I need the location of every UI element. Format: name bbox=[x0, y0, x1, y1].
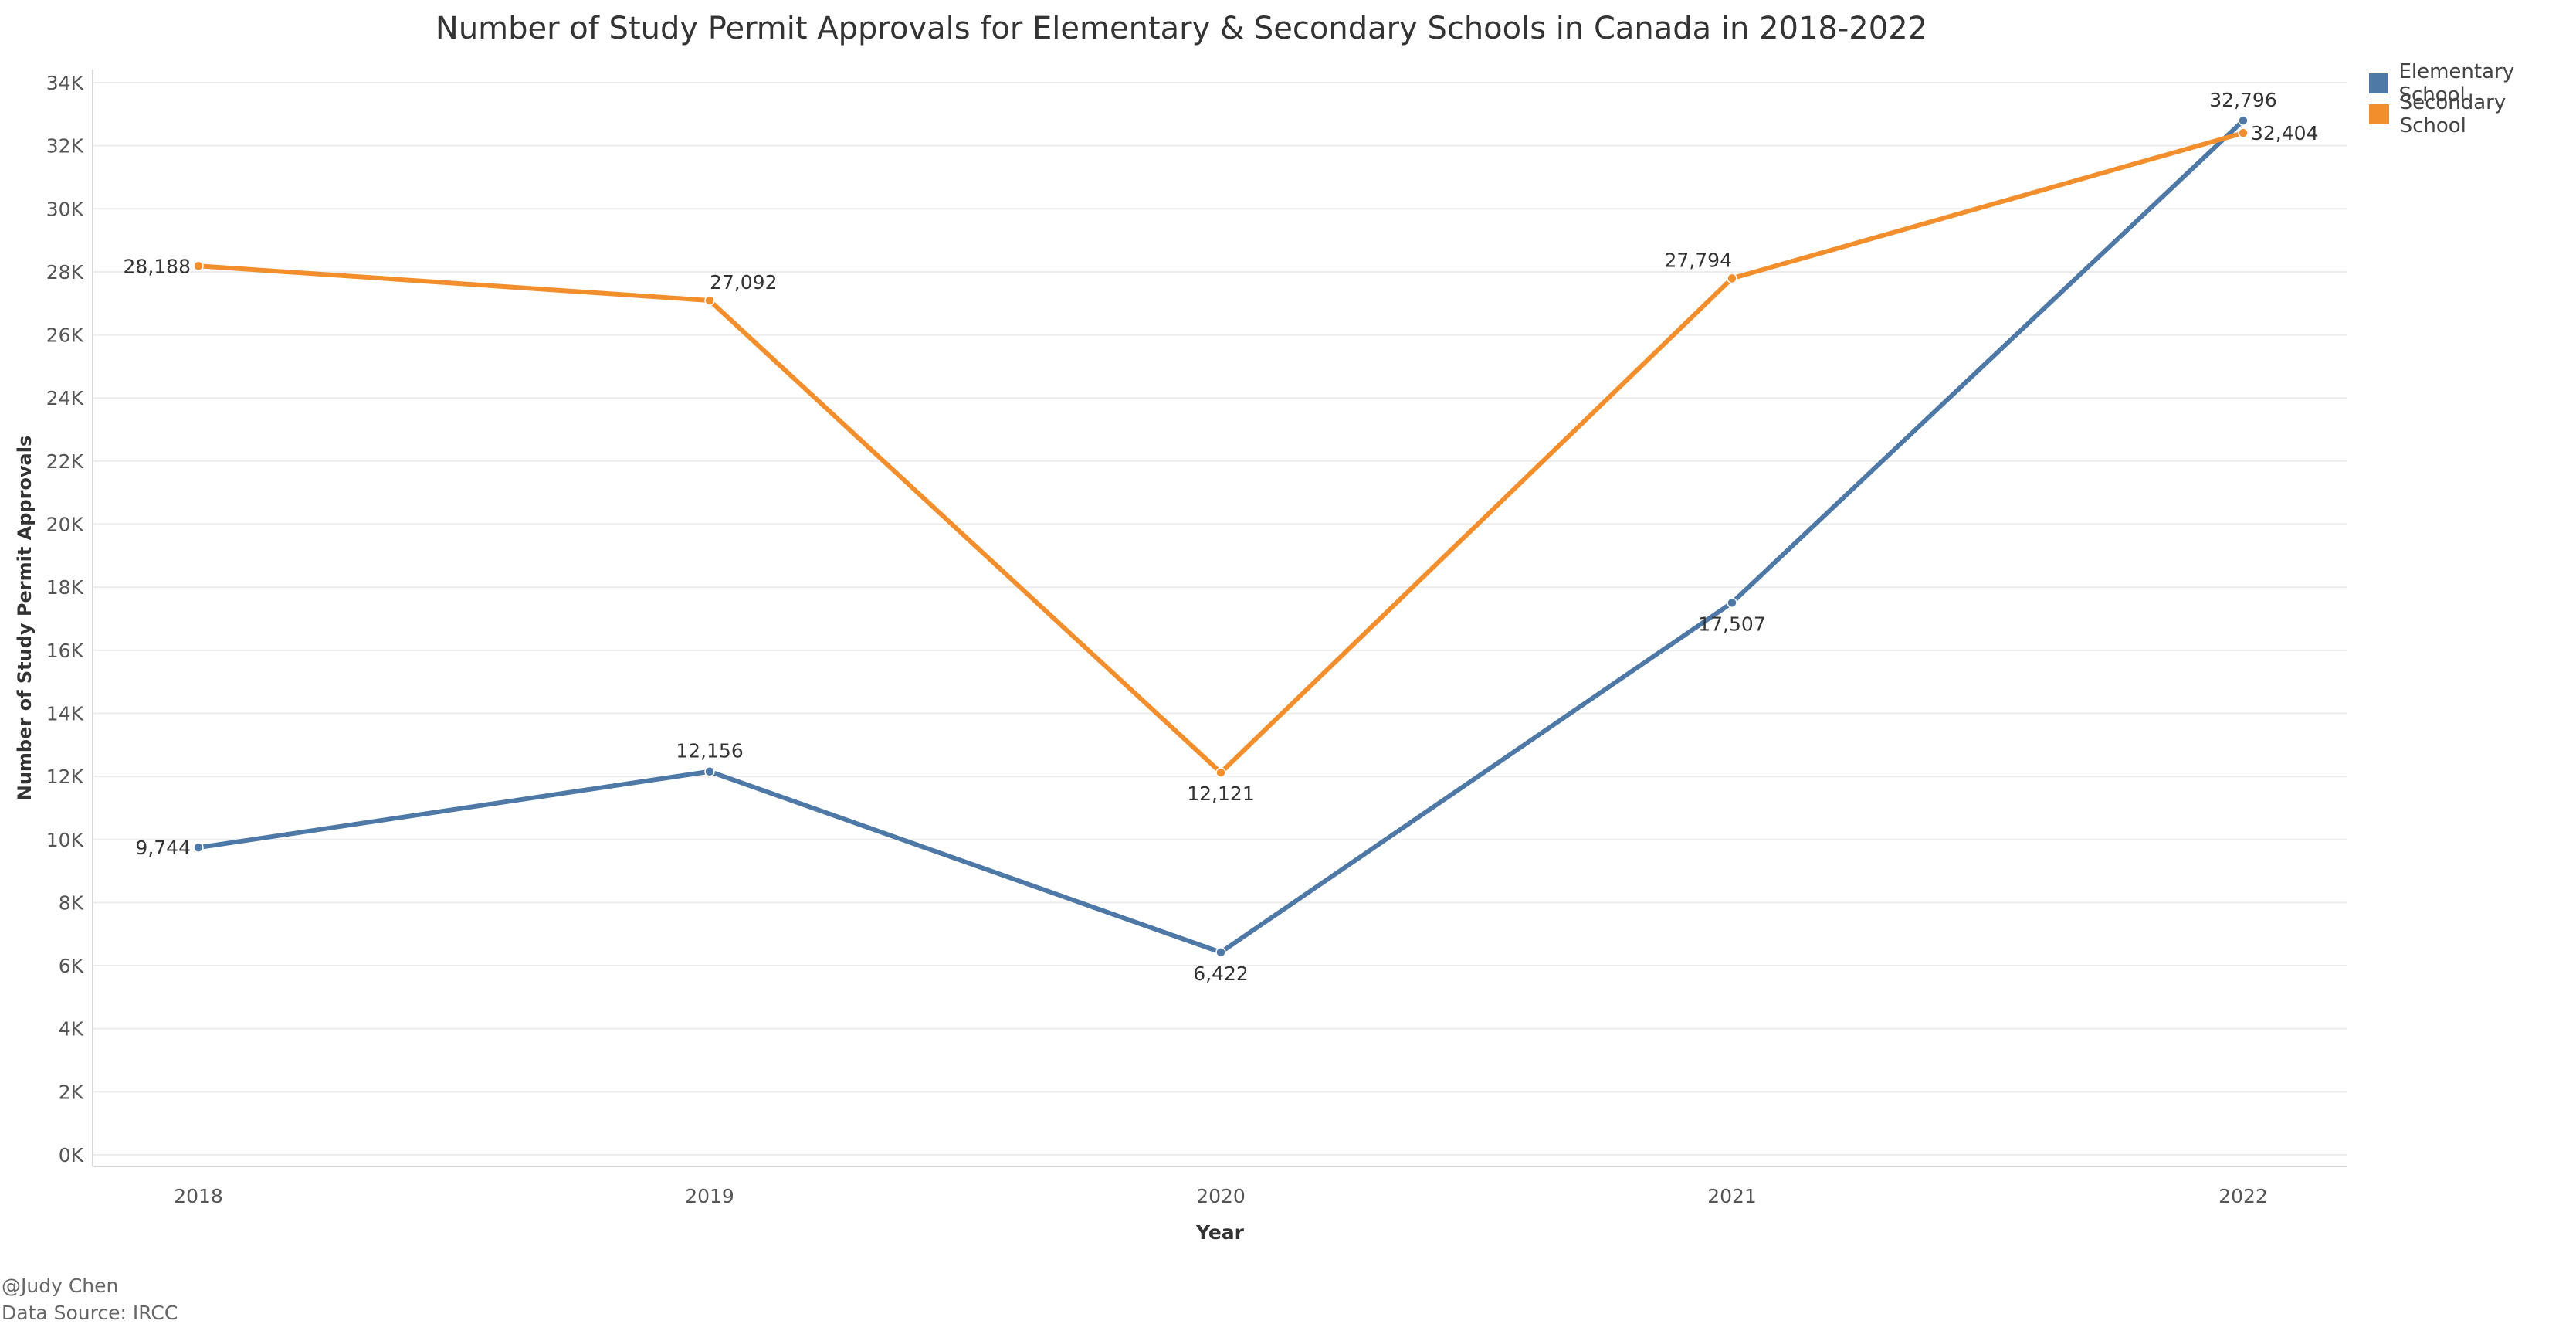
y-tick-label: 16K bbox=[46, 640, 84, 662]
data-label: 12,156 bbox=[676, 740, 743, 762]
x-tick-label: 2019 bbox=[685, 1185, 734, 1207]
y-tick-label: 10K bbox=[46, 829, 84, 851]
data-point bbox=[2238, 115, 2249, 126]
y-tick-label: 24K bbox=[46, 387, 84, 409]
data-point bbox=[2238, 127, 2249, 138]
axes: 0K 2K 4K 6K 8K 10K 12K 14K 16K 18K 20K 22K 24K 26K 28K… bbox=[46, 70, 2347, 1207]
x-tick-label: 2022 bbox=[2218, 1185, 2268, 1207]
y-tick-label: 14K bbox=[46, 702, 84, 725]
chart-title: Number of Study Permit Approvals for Ele… bbox=[435, 11, 1928, 46]
data-label: 32,404 bbox=[2251, 122, 2318, 144]
x-tick-label: 2021 bbox=[1707, 1185, 1757, 1207]
data-point bbox=[1727, 597, 1737, 609]
legend-swatch bbox=[2369, 73, 2388, 93]
data-point bbox=[704, 295, 715, 306]
data-point bbox=[193, 260, 204, 272]
x-axis-title: Year bbox=[1195, 1221, 1245, 1244]
data-labels: 9,744 12,156 6,422 17,507 32,796 28,188 27,092… bbox=[124, 89, 2319, 985]
data-label: 9,744 bbox=[135, 837, 191, 859]
y-tick-label: 26K bbox=[46, 324, 84, 347]
legend-item: Secondary School bbox=[2369, 91, 2576, 137]
data-label: 27,092 bbox=[710, 271, 777, 294]
y-tick-label: 8K bbox=[59, 891, 84, 914]
data-point bbox=[193, 842, 204, 853]
data-label: 32,796 bbox=[2209, 89, 2276, 111]
data-point bbox=[704, 766, 715, 777]
y-tick-label: 0K bbox=[59, 1144, 84, 1166]
y-tick-label: 32K bbox=[46, 135, 84, 158]
data-label: 12,121 bbox=[1187, 783, 1254, 805]
author-credit: @Judy Chen bbox=[2, 1275, 119, 1297]
x-tick-label: 2020 bbox=[1196, 1185, 1246, 1207]
data-point bbox=[1727, 273, 1737, 284]
legend: Elementary School Secondary School bbox=[2369, 60, 2576, 137]
y-tick-label: 12K bbox=[46, 766, 84, 788]
y-tick-label: 34K bbox=[46, 72, 84, 94]
data-point bbox=[1215, 947, 1226, 958]
series-line bbox=[196, 118, 2246, 955]
data-source: Data Source: IRCC bbox=[2, 1302, 178, 1324]
legend-swatch bbox=[2369, 104, 2389, 124]
series-line bbox=[196, 131, 2246, 776]
y-tick-label: 2K bbox=[59, 1081, 84, 1103]
legend-item: Elementary School bbox=[2369, 60, 2576, 107]
data-label: 6,422 bbox=[1193, 962, 1249, 985]
series-lines bbox=[196, 118, 2246, 955]
x-tick-label: 2018 bbox=[174, 1185, 223, 1207]
y-tick-label: 6K bbox=[59, 955, 84, 977]
y-axis-title: Number of Study Permit Approvals bbox=[14, 436, 36, 801]
y-tick-label: 4K bbox=[59, 1018, 84, 1041]
y-tick-label: 20K bbox=[46, 514, 84, 536]
data-label: 17,507 bbox=[1698, 613, 1765, 635]
data-label: 27,794 bbox=[1665, 249, 1732, 271]
y-tick-label: 28K bbox=[46, 261, 84, 283]
legend-label: Elementary School bbox=[2398, 60, 2515, 107]
gridlines bbox=[93, 82, 2347, 1156]
data-label: 28,188 bbox=[124, 255, 191, 277]
series-points bbox=[193, 115, 2249, 958]
y-tick-label: 18K bbox=[46, 576, 84, 599]
data-point bbox=[1215, 767, 1226, 778]
legend-label: Secondary School bbox=[2399, 91, 2507, 137]
y-tick-label: 22K bbox=[46, 450, 84, 473]
y-tick-label: 30K bbox=[46, 198, 84, 220]
